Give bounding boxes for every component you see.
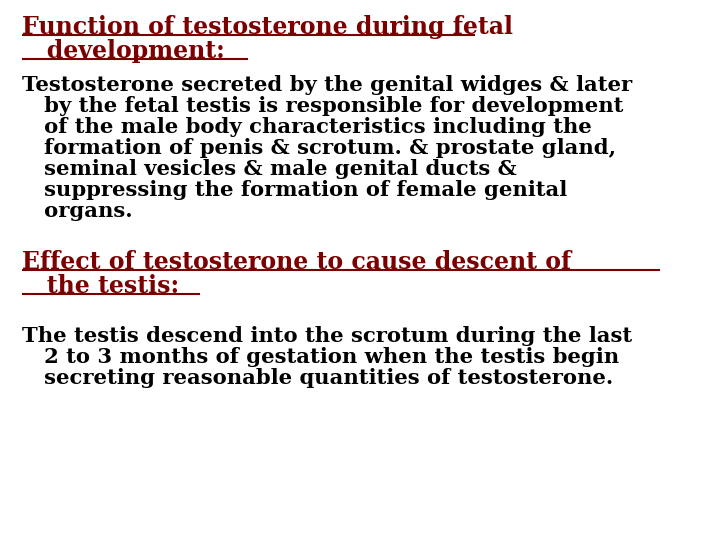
Text: formation of penis & scrotum. & prostate gland,: formation of penis & scrotum. & prostate… <box>22 138 616 158</box>
Text: by the fetal testis is responsible for development: by the fetal testis is responsible for d… <box>22 96 624 116</box>
Text: Testosterone secreted by the genital widges & later: Testosterone secreted by the genital wid… <box>22 75 632 95</box>
Text: Effect of testosterone to cause descent of: Effect of testosterone to cause descent … <box>22 250 571 274</box>
Text: The testis descend into the scrotum during the last: The testis descend into the scrotum duri… <box>22 326 632 346</box>
Text: the testis:: the testis: <box>22 274 179 298</box>
Text: suppressing the formation of female genital: suppressing the formation of female geni… <box>22 180 567 200</box>
Text: development:: development: <box>22 39 225 63</box>
Text: organs.: organs. <box>22 201 132 221</box>
Text: of the male body characteristics including the: of the male body characteristics includi… <box>22 117 592 137</box>
Text: 2 to 3 months of gestation when the testis begin: 2 to 3 months of gestation when the test… <box>22 347 619 367</box>
Text: Function of testosterone during fetal: Function of testosterone during fetal <box>22 15 513 39</box>
Text: secreting reasonable quantities of testosterone.: secreting reasonable quantities of testo… <box>22 368 613 388</box>
Text: seminal vesicles & male genital ducts &: seminal vesicles & male genital ducts & <box>22 159 517 179</box>
